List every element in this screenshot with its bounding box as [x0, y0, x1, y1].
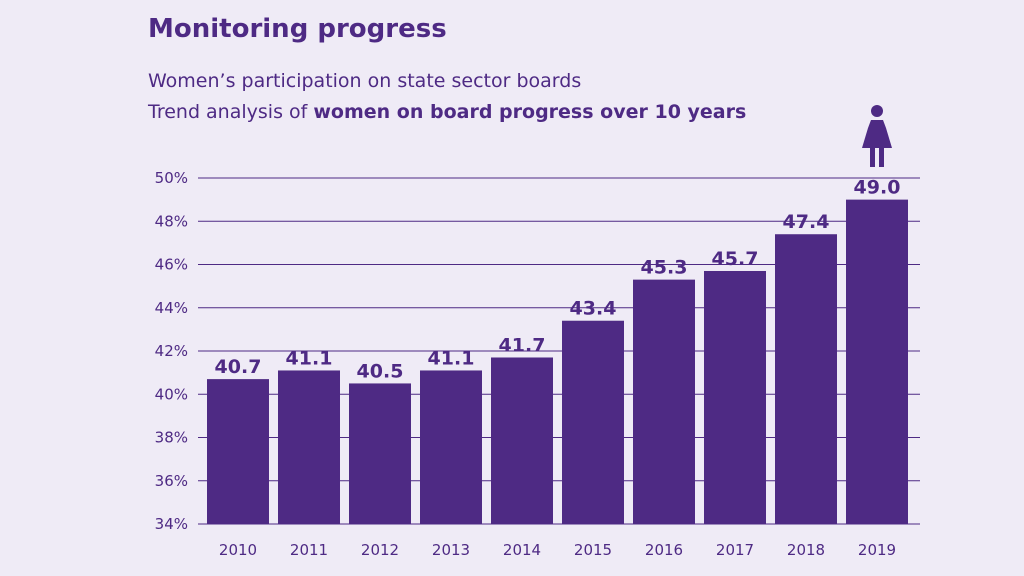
- x-axis-ticks: 2010 2011 2012 2013 2014 2015 2016 2017 2018 2019: [219, 541, 896, 559]
- data-label-2018: 47.4: [783, 211, 830, 233]
- x-tick-label: 2014: [503, 541, 541, 559]
- y-tick-label: 40%: [155, 385, 188, 403]
- data-label-2010: 40.7: [215, 356, 262, 378]
- data-label-2014: 41.7: [499, 334, 546, 356]
- x-tick-label: 2013: [432, 541, 470, 559]
- y-axis-ticks: 34% 36% 38% 40% 42% 44% 46% 48% 50%: [155, 169, 188, 533]
- y-tick-label: 34%: [155, 515, 188, 533]
- data-label-2016: 45.3: [641, 257, 688, 279]
- chart-subtitle-line1: Women’s participation on state sector bo…: [148, 70, 582, 92]
- x-tick-label: 2018: [787, 541, 825, 559]
- x-tick-label: 2016: [645, 541, 683, 559]
- woman-figure-icon: [862, 105, 892, 167]
- y-tick-label: 46%: [155, 256, 188, 274]
- data-label-2015: 43.4: [570, 298, 617, 320]
- bars: [207, 199, 908, 524]
- bar-2016: [633, 279, 695, 524]
- bar-2010: [207, 379, 269, 524]
- data-label-2017: 45.7: [712, 248, 759, 270]
- y-tick-label: 44%: [155, 299, 188, 317]
- data-label-2019: 49.0: [854, 177, 901, 199]
- bar-2014: [491, 357, 553, 524]
- icon-head: [871, 105, 883, 117]
- icon-leg-right: [879, 148, 884, 167]
- bar-2013: [420, 370, 482, 524]
- x-tick-label: 2019: [858, 541, 896, 559]
- icon-dress: [862, 120, 892, 148]
- chart-subtitle-line2: Trend analysis of women on board progres…: [148, 101, 746, 123]
- bar-2018: [775, 234, 837, 524]
- y-tick-label: 48%: [155, 212, 188, 230]
- subtitle-prefix: Trend analysis of: [148, 101, 314, 123]
- bar-2015: [562, 320, 624, 524]
- x-tick-label: 2010: [219, 541, 257, 559]
- x-tick-label: 2017: [716, 541, 754, 559]
- y-tick-label: 38%: [155, 429, 188, 447]
- x-tick-label: 2015: [574, 541, 612, 559]
- data-label-2011: 41.1: [286, 347, 333, 369]
- x-tick-label: 2011: [290, 541, 328, 559]
- icon-leg-left: [870, 148, 875, 167]
- bar-2017: [704, 270, 766, 524]
- x-tick-label: 2012: [361, 541, 399, 559]
- y-tick-label: 36%: [155, 472, 188, 490]
- bar-2012: [349, 383, 411, 524]
- y-tick-label: 50%: [155, 169, 188, 187]
- y-tick-label: 42%: [155, 342, 188, 360]
- data-labels: 40.7 41.1 40.5 41.1 41.7 43.4 45.3 45.7 47.4 49.0: [215, 177, 901, 383]
- data-label-2013: 41.1: [428, 347, 475, 369]
- bar-2019: [846, 199, 908, 524]
- page-title: Monitoring progress: [148, 14, 447, 44]
- subtitle-bold: women on board progress over 10 years: [313, 101, 747, 123]
- bar-2011: [278, 370, 340, 524]
- data-label-2012: 40.5: [357, 360, 404, 382]
